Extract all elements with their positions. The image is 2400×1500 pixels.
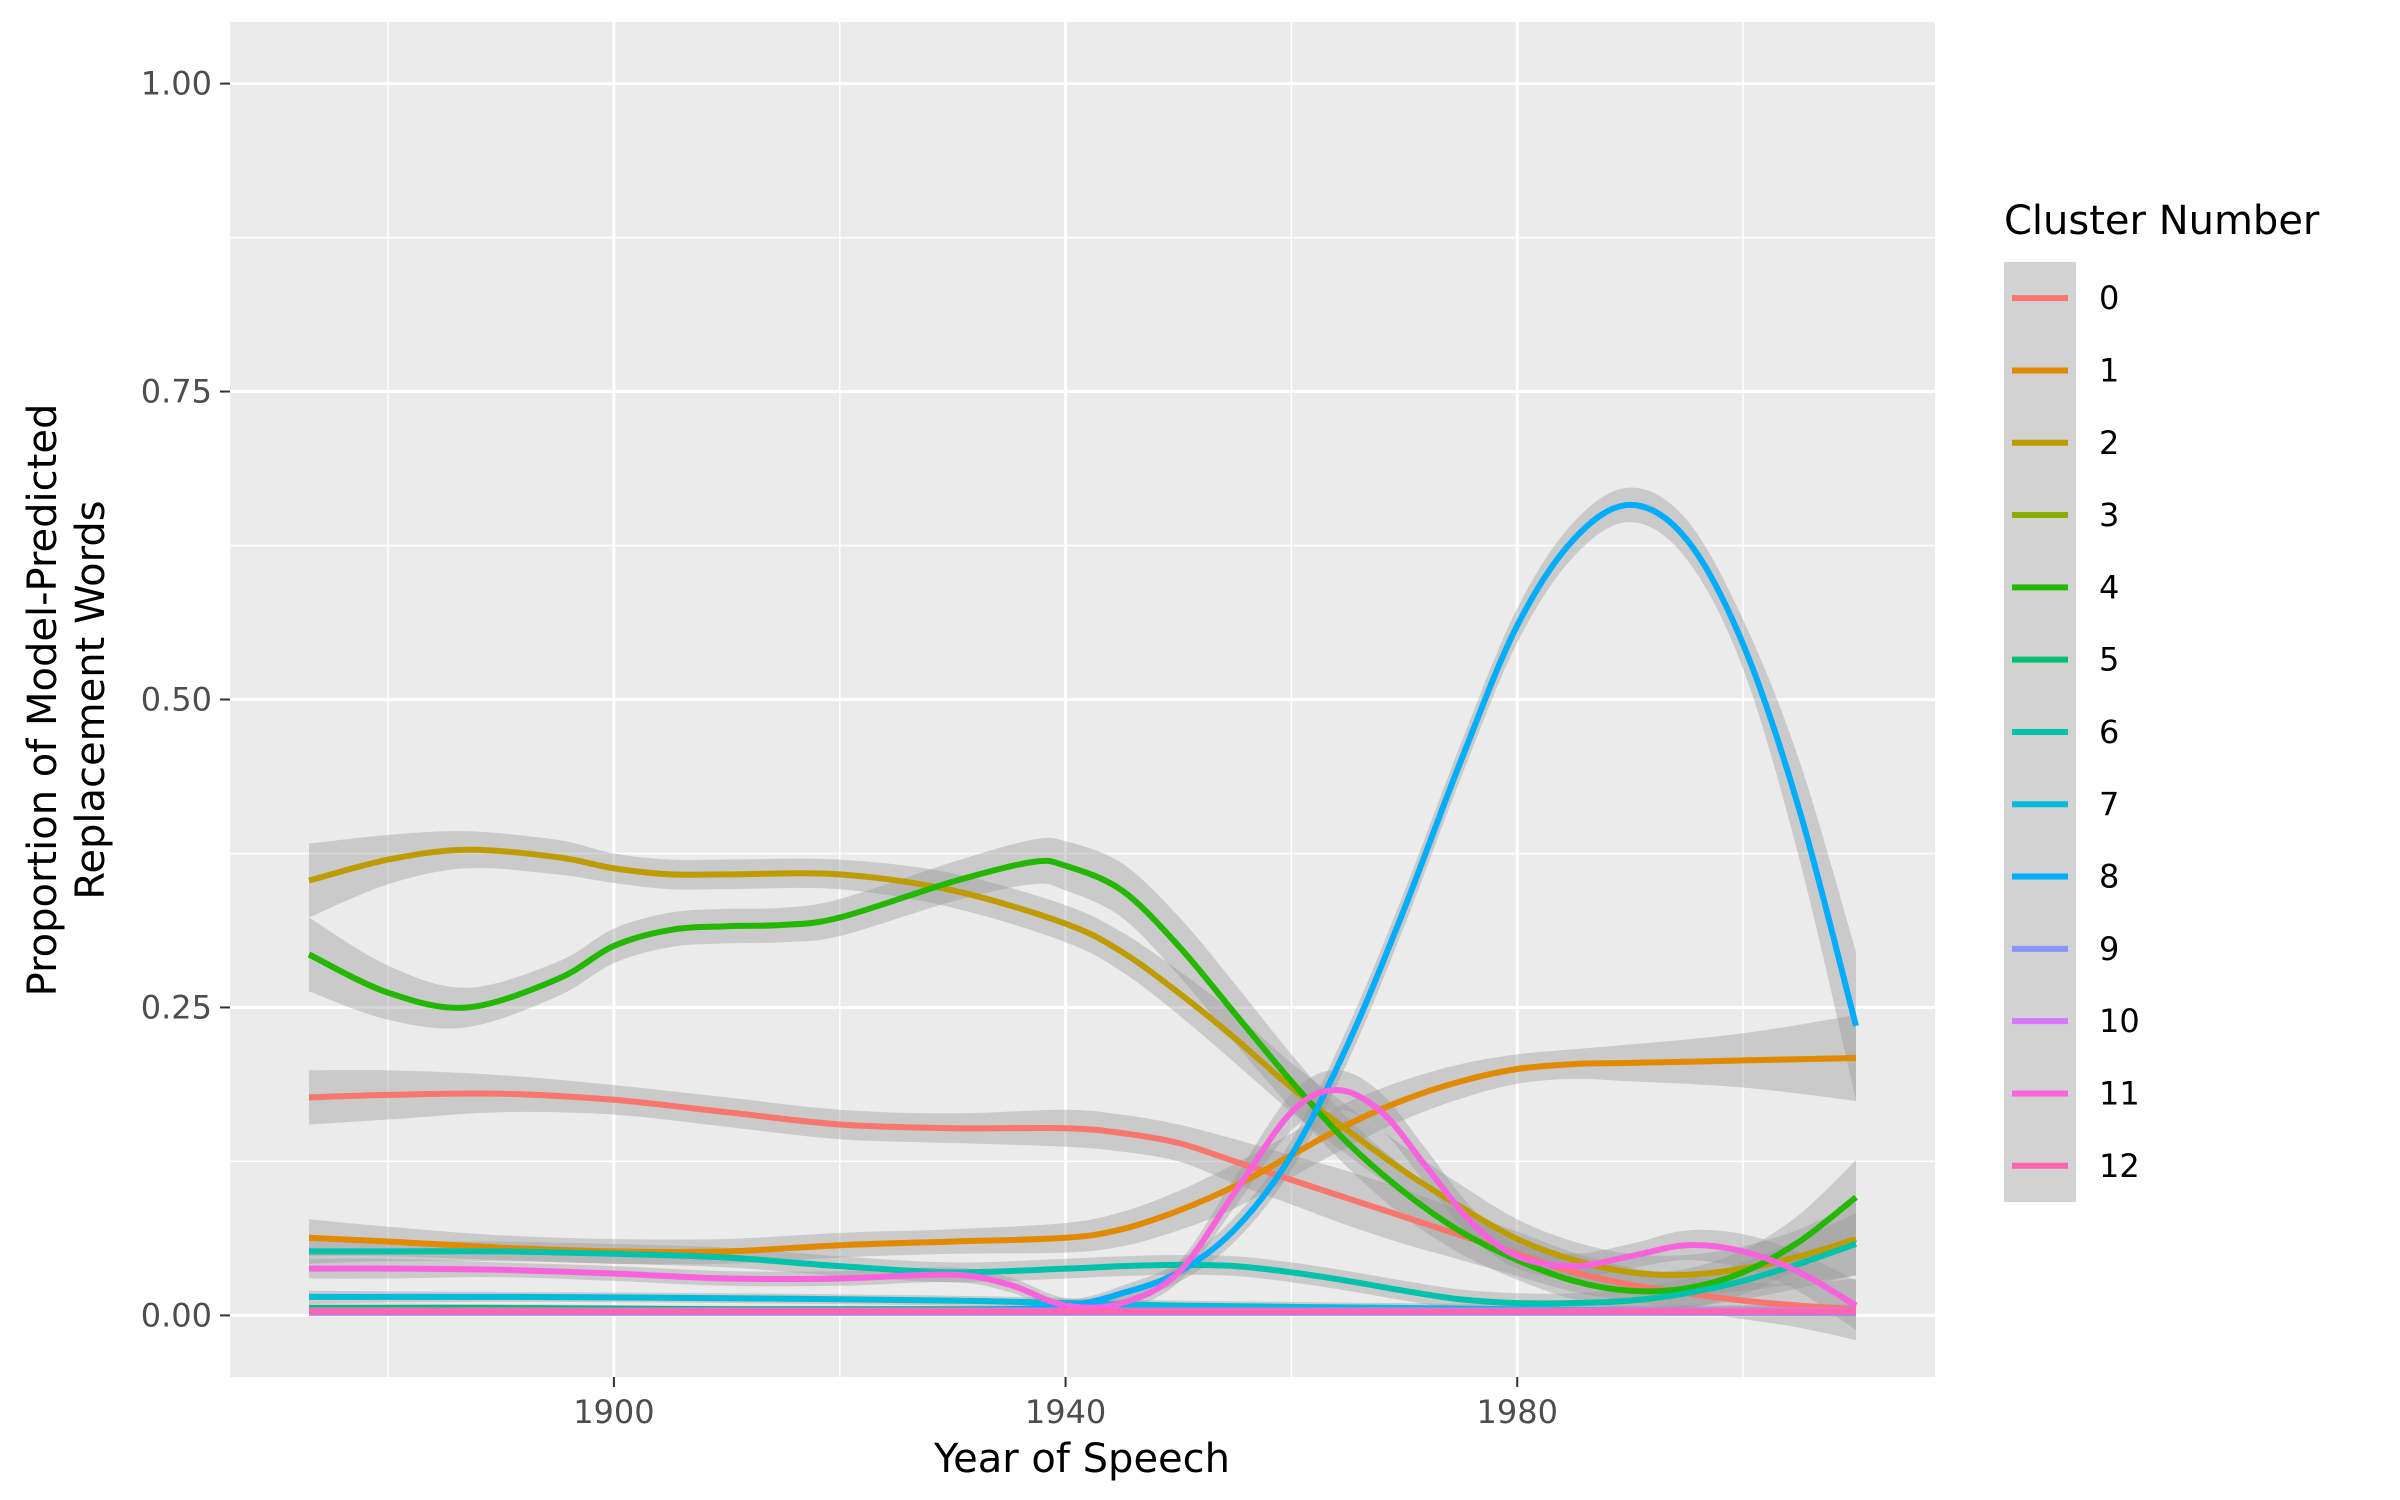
legend-label-4: 4 xyxy=(2099,568,2119,606)
x-axis-title: Year of Speech xyxy=(933,1436,1230,1482)
y-axis-title-line-1: Proportion of Model-Predicted xyxy=(20,404,66,997)
legend-label-5: 5 xyxy=(2099,641,2119,679)
y-tick-label: 1.00 xyxy=(141,65,212,103)
y-axis-title-line-2: Replacement Words xyxy=(68,500,114,899)
confidence-band-2 xyxy=(309,831,1856,1295)
x-axis: 1900 1940 1980 xyxy=(573,1377,1558,1431)
y-axis-title: Proportion of Model-Predicted Replacemen… xyxy=(20,404,114,997)
x-tick-label: 1980 xyxy=(1476,1393,1557,1431)
series-lines xyxy=(307,501,1859,1316)
confidence-band-6 xyxy=(309,1213,1856,1314)
legend-label-2: 2 xyxy=(2099,424,2119,462)
legend-label-11: 11 xyxy=(2099,1074,2140,1112)
legend-label-8: 8 xyxy=(2099,858,2119,896)
legend-label-3: 3 xyxy=(2099,496,2119,534)
confidence-band-0 xyxy=(309,1069,1856,1340)
y-axis: 0.00 0.25 0.50 0.75 1.00 xyxy=(141,65,230,1334)
series-line-0 xyxy=(308,1090,1857,1313)
y-tick-label: 0.50 xyxy=(141,681,212,719)
legend-label-10: 10 xyxy=(2099,1002,2140,1040)
series-line-11 xyxy=(308,1087,1858,1311)
y-tick-label: 0.75 xyxy=(141,373,212,411)
legend-label-0: 0 xyxy=(2099,279,2119,317)
legend-label-6: 6 xyxy=(2099,713,2119,751)
legend-label-12: 12 xyxy=(2099,1147,2140,1185)
series-line-6 xyxy=(309,1241,1857,1307)
legend-label-1: 1 xyxy=(2099,351,2119,389)
legend-label-7: 7 xyxy=(2099,785,2119,823)
series-line-4 xyxy=(307,857,1858,1295)
y-tick-label: 0.25 xyxy=(141,988,212,1026)
y-tick-label: 0.00 xyxy=(141,1296,212,1334)
x-tick-label: 1900 xyxy=(573,1393,654,1431)
legend-title: Cluster Number xyxy=(2004,198,2320,244)
legend-label-9: 9 xyxy=(2099,930,2119,968)
series-line-2 xyxy=(308,846,1857,1279)
x-tick-label: 1940 xyxy=(1025,1393,1106,1431)
confidence-band-8 xyxy=(309,487,1856,1316)
